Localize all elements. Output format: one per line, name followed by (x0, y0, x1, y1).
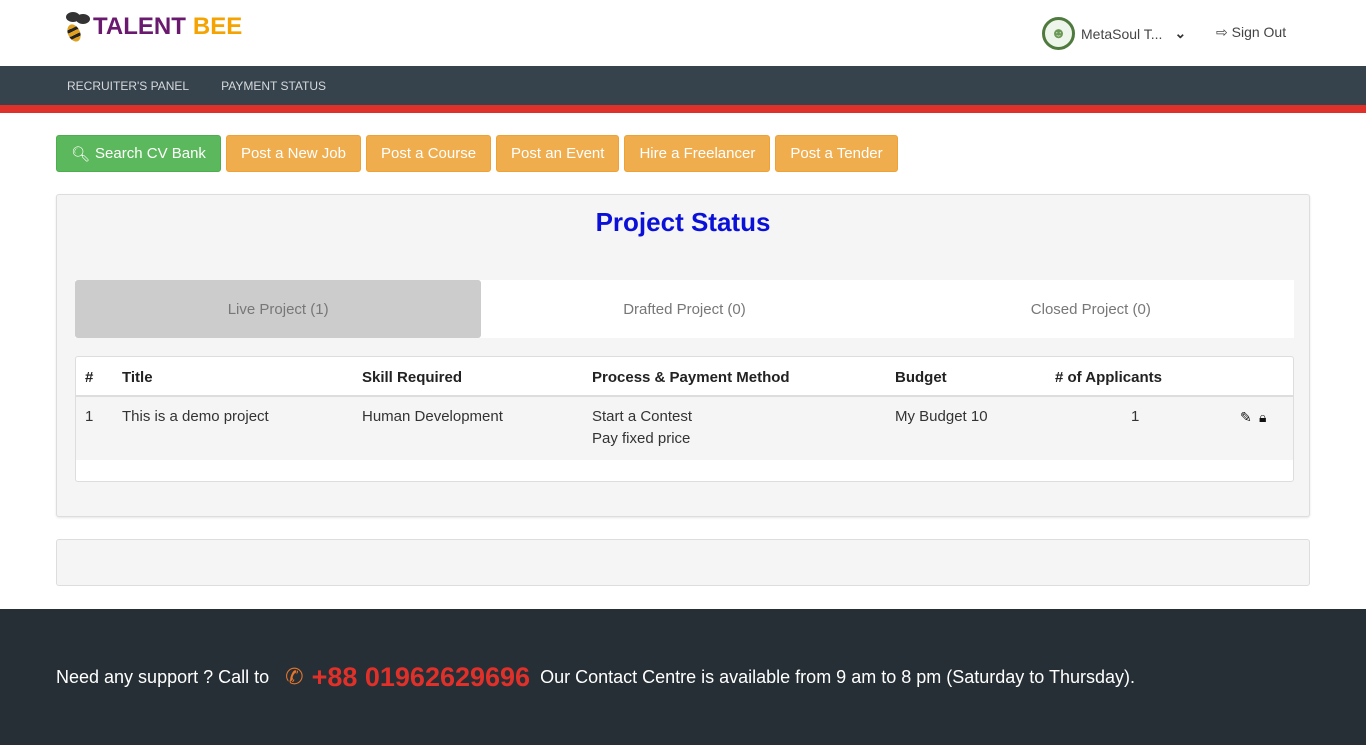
row-title: This is a demo project (122, 408, 269, 425)
page-title: Project Status (595, 207, 771, 237)
edit-icon[interactable]: ✎ (1240, 409, 1252, 425)
row-num: 1 (85, 408, 94, 425)
logo-text-accent: BEE (192, 13, 243, 40)
bee-logo-icon (60, 12, 90, 44)
avatar-icon: ☻ (1042, 17, 1075, 50)
tab-drafted[interactable]: Drafted Project (0) (623, 300, 746, 318)
col-num: # (85, 369, 94, 386)
table-header: # Title Skill Required Process & Payment… (76, 357, 1293, 397)
nav-recruiters-panel[interactable]: RECRUITER'S PANEL (67, 78, 190, 93)
logo-text: TALENT (93, 13, 186, 40)
search-cv-bank-button[interactable]: 🔍︎ Search CV Bank (56, 135, 221, 172)
phone-icon: ✆ (285, 664, 304, 689)
lock-icon[interactable]: 🔒︎ (1259, 409, 1267, 425)
main-nav: RECRUITER'S PANEL PAYMENT STATUS (0, 66, 1366, 113)
col-process: Process & Payment Method (592, 369, 790, 386)
row-budget: My Budget 10 (895, 408, 988, 425)
user-name: MetaSoul T... (1081, 25, 1163, 42)
post-job-button[interactable]: Post a New Job (225, 135, 361, 172)
table-row: 1 This is a demo project Human Developme… (76, 397, 1293, 460)
empty-panel (56, 539, 1310, 586)
tab-closed[interactable]: Closed Project (0) (1030, 300, 1151, 318)
nav-payment-status[interactable]: PAYMENT STATUS (221, 78, 326, 93)
post-event-button[interactable]: Post an Event (496, 135, 620, 172)
projects-table: # Title Skill Required Process & Payment… (75, 356, 1294, 482)
support-text: Need any support ? Call to (56, 666, 270, 687)
header: TALENT BEE ☻ MetaSoul T... ⌄ ⇨ Sign Out (0, 0, 1366, 66)
project-tabs: Live Project (1) Drafted Project (0) Clo… (75, 280, 1294, 338)
row-process: Start a Contest Pay fixed price (592, 408, 693, 447)
footer: Need any support ? Call to ✆ +88 0196262… (0, 609, 1366, 745)
col-title: Title (122, 369, 153, 386)
col-applicants: # of Applicants (1055, 369, 1162, 386)
row-skill: Human Development (362, 408, 503, 425)
user-menu[interactable]: ☻ MetaSoul T... ⌄ (1042, 17, 1186, 50)
action-bar: 🔍︎ Search CV Bank Post a New Job Post a C… (56, 135, 898, 172)
post-course-button[interactable]: Post a Course (366, 135, 492, 172)
col-skill: Skill Required (362, 369, 463, 386)
chevron-down-icon[interactable]: ⌄ (1174, 25, 1187, 41)
contact-hours: Our Contact Centre is available from 9 a… (540, 666, 1135, 687)
sign-out-icon: ⇨ (1216, 24, 1228, 40)
support-phone[interactable]: +88 01962629696 (311, 661, 531, 692)
post-tender-button[interactable]: Post a Tender (775, 135, 898, 172)
project-status-panel: Project Status Live Project (1) Drafted … (56, 194, 1310, 517)
sign-out-label: Sign Out (1231, 24, 1287, 40)
sign-out-link[interactable]: ⇨ Sign Out (1216, 24, 1286, 41)
search-icon: 🔍︎ (71, 145, 91, 163)
logo[interactable]: TALENT BEE (60, 12, 243, 44)
row-applicants: 1 (1131, 408, 1140, 425)
col-budget: Budget (895, 369, 947, 386)
hire-freelancer-button[interactable]: Hire a Freelancer (624, 135, 771, 172)
tab-live[interactable]: Live Project (1) (75, 280, 482, 338)
